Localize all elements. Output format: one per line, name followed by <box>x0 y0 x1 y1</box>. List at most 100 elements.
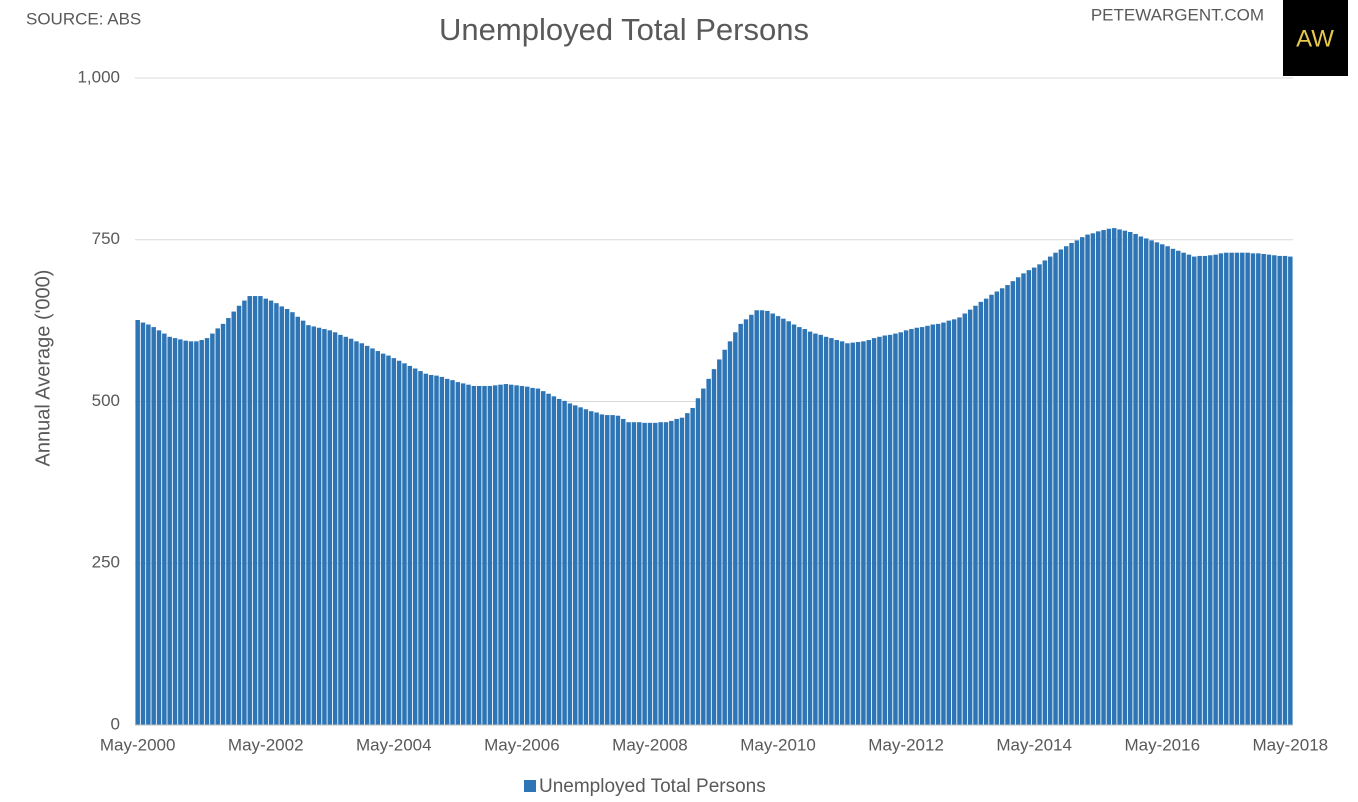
bar <box>514 385 519 725</box>
bar <box>428 374 434 725</box>
bar <box>1288 256 1293 725</box>
bar <box>1149 240 1154 725</box>
bar <box>802 329 807 725</box>
bar <box>1192 256 1197 725</box>
bar <box>1234 252 1240 725</box>
bar <box>279 306 284 725</box>
bar <box>466 384 471 725</box>
bar <box>338 334 343 725</box>
logo-box <box>1283 0 1348 76</box>
bar <box>386 355 391 725</box>
bar <box>258 296 263 725</box>
bar <box>1282 255 1288 726</box>
bar <box>647 422 653 725</box>
bar <box>380 353 386 725</box>
source-note: SOURCE: ABS <box>26 9 141 28</box>
x-tick-label: May-2016 <box>1124 735 1200 754</box>
bar <box>578 407 583 725</box>
bar <box>199 340 204 725</box>
bar <box>866 340 871 725</box>
bar <box>722 349 727 725</box>
bar <box>1197 255 1202 726</box>
bar <box>717 359 722 725</box>
x-tick-label: May-2010 <box>740 735 816 754</box>
bar <box>663 422 669 725</box>
bar <box>695 398 701 725</box>
bar <box>306 325 311 725</box>
bar <box>850 342 855 725</box>
bar <box>642 422 647 725</box>
x-tick-label: May-2008 <box>612 735 688 754</box>
chart-title: Unemployed Total Persons <box>439 12 809 47</box>
bar <box>178 339 183 725</box>
bar <box>701 388 706 725</box>
bar <box>332 332 338 725</box>
bar <box>994 291 1000 725</box>
bar <box>1176 250 1181 725</box>
bar <box>1213 254 1218 726</box>
bar <box>140 322 146 725</box>
bar <box>887 334 893 725</box>
bar <box>1277 255 1282 726</box>
bar <box>839 341 845 725</box>
bar <box>653 422 658 725</box>
bar <box>605 415 610 725</box>
bar <box>194 341 199 725</box>
bar <box>524 386 530 725</box>
bar <box>263 298 268 725</box>
bar <box>1240 252 1245 725</box>
bar <box>1069 242 1074 726</box>
bar <box>210 333 215 725</box>
bar <box>204 338 210 725</box>
bar <box>1272 255 1277 725</box>
bar <box>236 305 242 725</box>
bar <box>679 417 685 725</box>
bar <box>354 341 359 725</box>
bar <box>882 335 888 725</box>
bar <box>492 385 498 725</box>
bar <box>1079 237 1085 726</box>
bar <box>1031 267 1037 725</box>
bar <box>674 418 679 725</box>
bar <box>156 330 162 725</box>
bar <box>631 422 637 725</box>
bar <box>1127 231 1133 725</box>
bar <box>455 382 461 725</box>
bar <box>919 327 925 725</box>
bar <box>476 385 482 725</box>
legend-swatch <box>524 780 536 792</box>
bar <box>295 316 301 725</box>
bar <box>1186 254 1192 726</box>
bar <box>834 340 839 725</box>
bar <box>535 388 541 725</box>
bar <box>220 323 226 725</box>
bar <box>364 345 370 725</box>
x-tick-label: May-2000 <box>100 735 176 754</box>
bar <box>530 387 535 725</box>
bar <box>418 371 423 725</box>
bar <box>1170 248 1176 726</box>
bar <box>781 318 786 725</box>
bar <box>951 319 957 725</box>
bar <box>1160 244 1165 726</box>
bar <box>797 327 802 725</box>
bar <box>1101 230 1106 726</box>
bar <box>1106 228 1112 725</box>
bar <box>231 311 236 725</box>
bar <box>434 375 439 725</box>
bar <box>567 403 573 725</box>
bar <box>738 323 743 725</box>
bar <box>871 338 877 725</box>
bar <box>327 330 333 725</box>
bar <box>669 420 674 725</box>
bar <box>1261 253 1266 725</box>
bar <box>903 330 909 725</box>
y-axis-label: Annual Average ('000) <box>32 270 54 467</box>
bar <box>573 405 578 725</box>
bar <box>247 296 252 725</box>
bar <box>215 328 220 725</box>
bar <box>268 300 274 725</box>
bar <box>754 310 759 725</box>
bar <box>615 415 621 725</box>
bar <box>1010 281 1016 725</box>
